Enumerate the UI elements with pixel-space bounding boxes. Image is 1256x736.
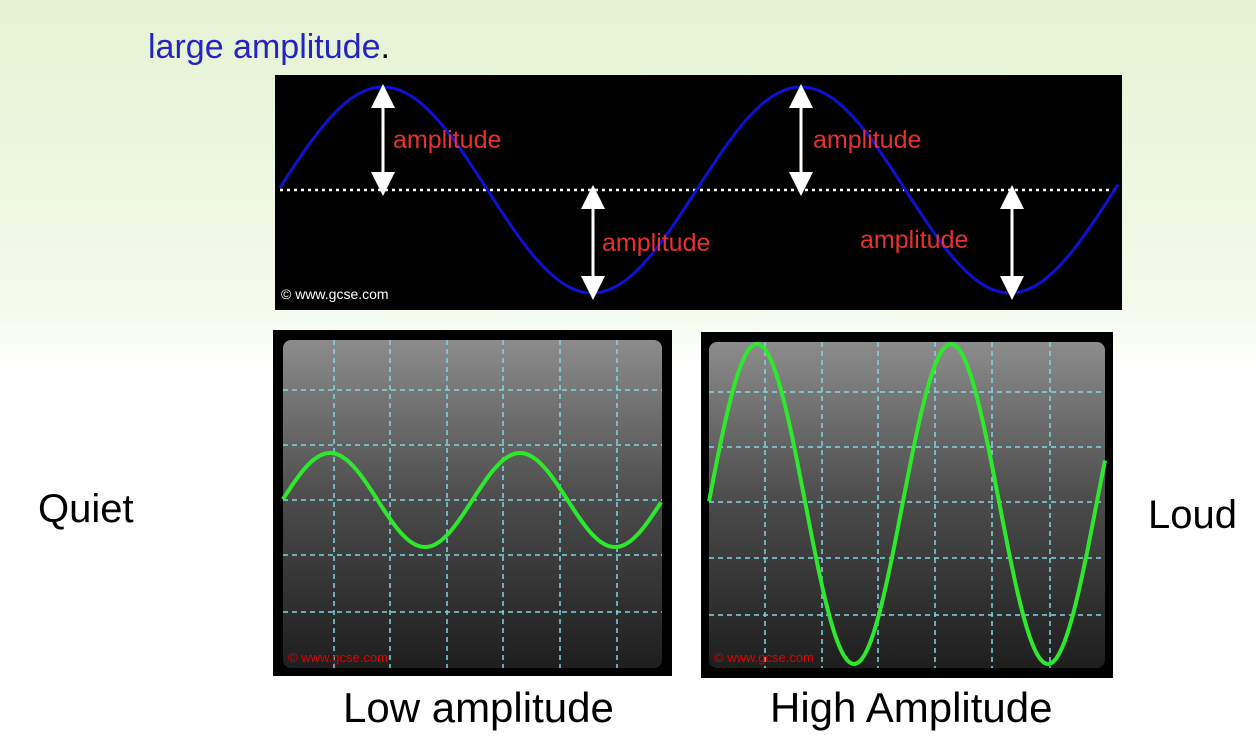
scope-wave [707, 341, 1107, 666]
heading-text: large amplitude [148, 28, 380, 66]
oscilloscope: © www.gcse.com [701, 332, 1113, 678]
credit: © www.gcse.com [281, 286, 389, 302]
amplitude-label: amplitude [813, 126, 921, 154]
scope-screen [709, 342, 1105, 668]
loud-label: Loud [1148, 493, 1237, 537]
amplitude-label: amplitude [602, 229, 710, 257]
scope-screen [283, 340, 662, 668]
amplitude-label: amplitude [860, 226, 968, 254]
credit: © www.gcse.com [714, 650, 814, 665]
scope-wave [281, 451, 663, 550]
caption: Low amplitude [343, 684, 614, 731]
caption: High Amplitude [770, 684, 1053, 731]
top-diagram [275, 75, 1122, 310]
credit: © www.gcse.com [288, 650, 388, 665]
amplitude-label: amplitude [393, 126, 501, 154]
heading: large amplitude. [148, 28, 390, 66]
oscilloscope: © www.gcse.com [273, 330, 672, 676]
quiet-label: Quiet [38, 487, 134, 531]
heading-punctuation: . [380, 28, 389, 66]
sine-wave [278, 85, 1120, 295]
